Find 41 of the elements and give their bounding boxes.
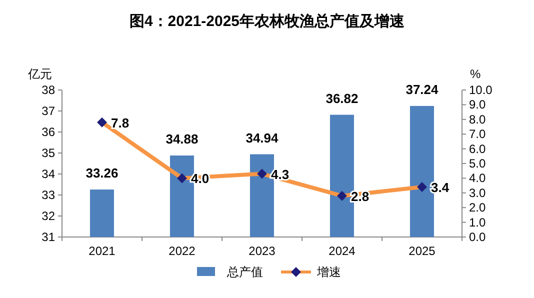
x-tick-label: 2025 <box>408 244 436 258</box>
data-label: 34.88 <box>166 132 198 147</box>
y-tick-label: 32 <box>42 209 56 223</box>
y2-tick-label: 8.0 <box>469 112 486 126</box>
y-axis-title: 亿元 <box>27 67 52 81</box>
x-tick-label: 2022 <box>168 244 196 258</box>
y2-tick-label: 10.0 <box>469 83 493 97</box>
y2-tick-label: 4.0 <box>469 171 486 186</box>
legend-label: 增速 <box>316 265 341 279</box>
data-label: 36.82 <box>326 90 358 106</box>
y2-tick-label: 6.0 <box>469 142 486 156</box>
y2-tick-label: 5.0 <box>469 156 486 170</box>
y2-tick-label: 1.0 <box>469 215 486 230</box>
y2-tick-label: 3.0 <box>469 186 486 200</box>
y2-tick-label: 7.0 <box>469 127 486 142</box>
data-label: 7.8 <box>111 115 130 130</box>
point <box>177 173 187 184</box>
data-label: 34.94 <box>246 130 280 146</box>
y-tick-label: 33 <box>42 188 56 202</box>
point <box>337 190 347 201</box>
y-tick-label: 35 <box>42 146 56 160</box>
chart-title: 图4：2021-2025年农林牧渔总产值及增速 <box>129 13 406 30</box>
y-tick-label: 38 <box>42 83 56 97</box>
y-tick-label: 37 <box>42 104 56 118</box>
y-tick-label: 34 <box>42 167 56 181</box>
data-label: 33.26 <box>86 166 118 181</box>
y2-tick-label: 9.0 <box>469 98 486 112</box>
y-tick-label: 36 <box>42 125 56 139</box>
point <box>417 182 427 192</box>
x-tick-label: 2024 <box>328 244 356 258</box>
legend-label: 总产值 <box>226 265 263 279</box>
x-tick-label: 2021 <box>88 244 116 258</box>
y2-tick-label: 2.0 <box>469 200 486 215</box>
y-tick-label: 31 <box>42 230 56 244</box>
y2-axis-title: % <box>470 67 481 81</box>
point <box>97 117 107 128</box>
y2-tick-label: 0.0 <box>469 230 486 244</box>
data-label: 37.24 <box>406 82 440 97</box>
data-label: 4.0 <box>191 171 210 186</box>
x-tick-label: 2023 <box>248 244 276 258</box>
point <box>257 168 267 179</box>
